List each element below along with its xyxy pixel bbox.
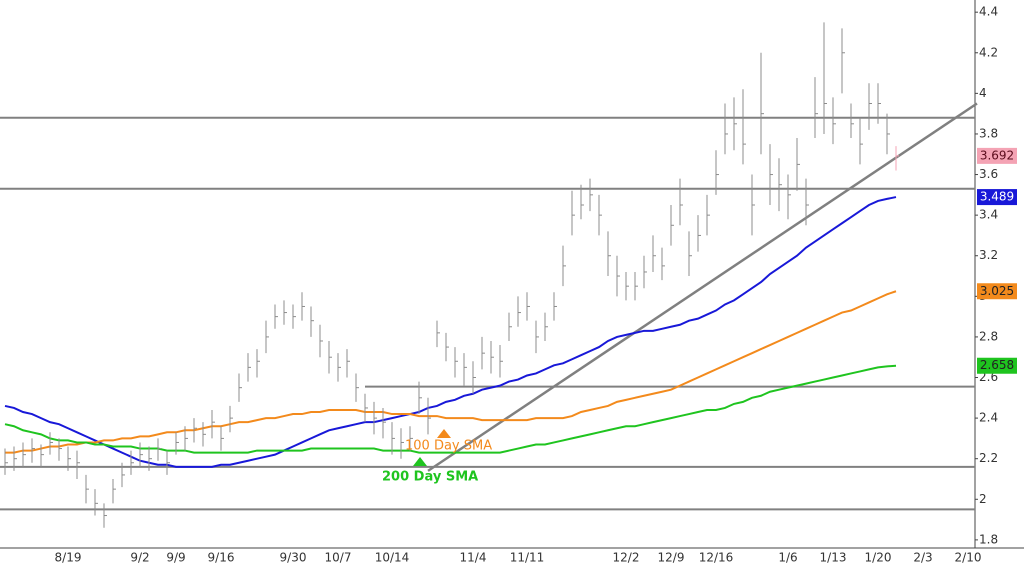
x-tick-label: 12/9 bbox=[658, 551, 685, 565]
value-badge-label: 3.489 bbox=[980, 190, 1014, 204]
y-tick-label: 2.2 bbox=[979, 451, 998, 465]
y-tick-label: 4.2 bbox=[979, 45, 998, 59]
y-tick-label: 2 bbox=[979, 492, 987, 506]
x-tick-label: 12/16 bbox=[699, 551, 734, 565]
x-tick-label: 11/11 bbox=[510, 551, 545, 565]
y-tick-label: 3.4 bbox=[979, 208, 998, 222]
y-tick-label: 2.8 bbox=[979, 329, 998, 343]
value-badge-label: 3.692 bbox=[980, 148, 1014, 162]
sma-arrow bbox=[413, 457, 427, 466]
x-tick-label: 9/2 bbox=[130, 551, 149, 565]
trendline bbox=[427, 102, 978, 472]
sma-label: 100 Day SMA bbox=[405, 439, 492, 454]
value-badge-label: 3.025 bbox=[980, 284, 1014, 298]
y-tick-label: 3.2 bbox=[979, 248, 998, 262]
value-badge bbox=[977, 147, 1017, 164]
x-tick-label: 1/20 bbox=[865, 551, 892, 565]
value-badge bbox=[977, 357, 1017, 374]
x-tick-label: 9/9 bbox=[166, 551, 185, 565]
x-tick-label: 2/3 bbox=[913, 551, 932, 565]
x-tick-label: 8/19 bbox=[55, 551, 82, 565]
x-tick-label: 12/2 bbox=[613, 551, 640, 565]
moving-average-line bbox=[4, 196, 897, 468]
x-tick-label: 2/10 bbox=[955, 551, 982, 565]
x-tick-label: 10/14 bbox=[375, 551, 410, 565]
y-tick-label: 3.6 bbox=[979, 167, 998, 181]
x-tick-label: 9/30 bbox=[280, 551, 307, 565]
x-tick-label: 11/4 bbox=[460, 551, 487, 565]
moving-average-line bbox=[4, 364, 897, 454]
y-tick-label: 3.8 bbox=[979, 126, 998, 140]
sma-label: 200 Day SMA bbox=[382, 470, 478, 485]
x-tick-label: 9/16 bbox=[208, 551, 235, 565]
x-tick-label: 1/6 bbox=[778, 551, 797, 565]
y-tick-label: 1.8 bbox=[979, 532, 998, 546]
x-tick-label: 10/7 bbox=[325, 551, 352, 565]
value-badge bbox=[977, 283, 1017, 300]
value-badge-label: 2.658 bbox=[980, 358, 1014, 372]
sma-arrow bbox=[437, 429, 451, 438]
x-tick-label: 1/13 bbox=[820, 551, 847, 565]
y-tick-label: 4 bbox=[979, 86, 987, 100]
moving-average-line bbox=[5, 290, 897, 454]
y-tick-label: 2.4 bbox=[979, 411, 998, 425]
y-tick-label: 4.4 bbox=[979, 5, 998, 19]
value-badge bbox=[977, 189, 1017, 206]
